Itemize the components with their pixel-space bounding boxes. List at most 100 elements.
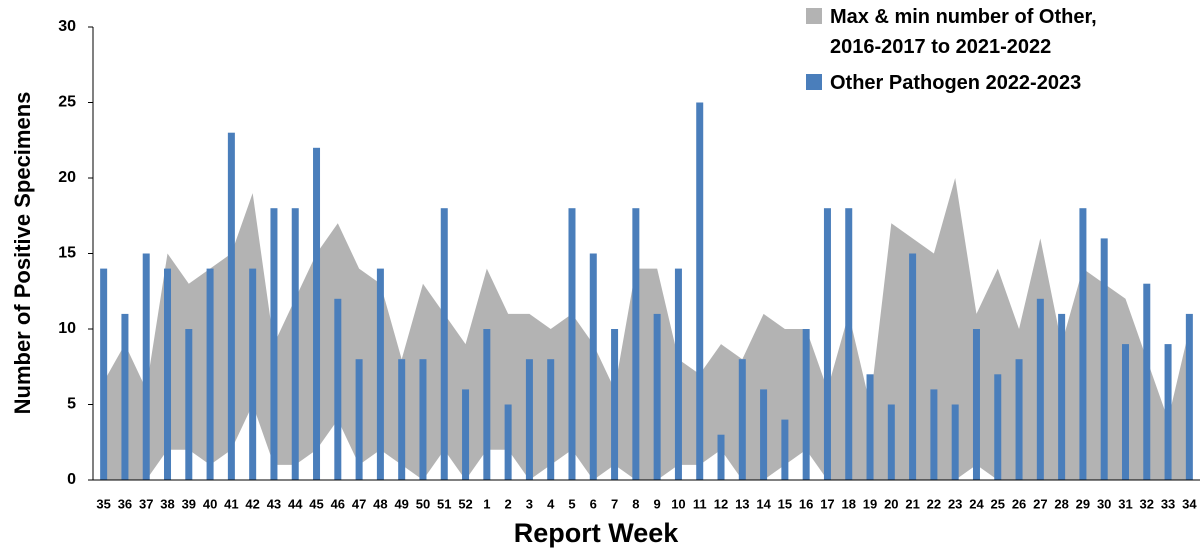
x-tick-label: 4	[547, 496, 555, 511]
bar	[1036, 298, 1044, 480]
y-tick-label: 5	[67, 396, 76, 413]
x-tick-label: 25	[991, 496, 1005, 511]
bar	[802, 329, 810, 480]
x-tick-label: 1	[483, 496, 490, 511]
x-tick-label: 10	[671, 496, 685, 511]
x-tick-label: 26	[1012, 496, 1026, 511]
x-tick-label: 7	[611, 496, 618, 511]
x-tick-label: 9	[654, 496, 661, 511]
y-tick-label: 15	[58, 245, 76, 262]
bar	[504, 404, 512, 480]
y-axis-title: Number of Positive Specimens	[10, 92, 35, 415]
x-tick-label: 31	[1118, 496, 1132, 511]
bar	[440, 208, 448, 480]
legend-label: Max & min number of Other, 2016-2017 to …	[830, 6, 1097, 58]
bar	[653, 313, 661, 480]
x-tick-label: 16	[799, 496, 813, 511]
bar	[823, 208, 831, 480]
x-tick-label: 34	[1182, 496, 1197, 511]
bar	[674, 268, 682, 480]
legend-swatch	[806, 74, 822, 90]
bar	[462, 389, 470, 480]
bar	[696, 102, 704, 480]
bar	[909, 253, 917, 480]
y-tick-label: 30	[58, 18, 76, 35]
x-tick-label: 24	[969, 496, 984, 511]
x-tick-label: 27	[1033, 496, 1047, 511]
y-tick-label: 20	[58, 169, 76, 186]
bar	[866, 374, 874, 480]
x-tick-label: 39	[182, 496, 196, 511]
x-tick-label: 43	[267, 496, 281, 511]
x-tick-label: 23	[948, 496, 962, 511]
x-tick-label: 50	[416, 496, 430, 511]
bar	[1100, 238, 1108, 480]
bar	[930, 389, 938, 480]
bar	[355, 359, 363, 480]
x-tick-label: 52	[458, 496, 472, 511]
x-tick-label: 15	[778, 496, 792, 511]
bar	[994, 374, 1002, 480]
x-tick-label: 33	[1161, 496, 1175, 511]
x-axis-title: Report Week	[514, 518, 680, 548]
x-tick-label: 2	[505, 496, 512, 511]
legend-swatch	[806, 8, 822, 24]
x-tick-label: 49	[394, 496, 408, 511]
bar	[1185, 313, 1193, 480]
legend-entry: Max & min number of Other, 2016-2017 to …	[806, 2, 1126, 62]
y-tick-label: 10	[58, 320, 76, 337]
x-tick-label: 42	[245, 496, 259, 511]
bar	[547, 359, 555, 480]
x-tick-label: 17	[820, 496, 834, 511]
bar	[185, 329, 193, 480]
x-tick-label: 28	[1054, 496, 1068, 511]
x-tick-label: 18	[842, 496, 856, 511]
x-tick-label: 41	[224, 496, 238, 511]
bar	[717, 434, 725, 480]
bar	[1143, 283, 1151, 480]
x-tick-label: 21	[905, 496, 919, 511]
legend-entry: Other Pathogen 2022-2023	[806, 68, 1126, 98]
bar	[398, 359, 406, 480]
bar	[887, 404, 895, 480]
x-tick-label: 3	[526, 496, 533, 511]
bar	[419, 359, 427, 480]
bar	[1015, 359, 1023, 480]
bar	[100, 268, 108, 480]
x-tick-label: 5	[568, 496, 575, 511]
legend: Max & min number of Other, 2016-2017 to …	[806, 2, 1126, 104]
bar	[568, 208, 576, 480]
x-tick-label: 36	[118, 496, 132, 511]
bar	[334, 298, 342, 480]
legend-label: Other Pathogen 2022-2023	[830, 72, 1082, 94]
bar	[249, 268, 257, 480]
x-tick-label: 13	[735, 496, 749, 511]
bar	[313, 147, 321, 481]
bar	[291, 208, 299, 480]
bar	[1121, 344, 1129, 480]
bar	[589, 253, 597, 480]
range-band	[103, 178, 1190, 480]
bar	[142, 253, 150, 480]
x-tick-label: 6	[590, 496, 597, 511]
bar	[781, 419, 789, 480]
x-tick-label: 19	[863, 496, 877, 511]
x-tick-label: 11	[693, 496, 707, 511]
x-tick-label: 30	[1097, 496, 1111, 511]
y-tick-label: 25	[58, 94, 76, 111]
x-tick-label: 47	[352, 496, 366, 511]
bar	[972, 329, 980, 480]
x-tick-label: 12	[714, 496, 728, 511]
bar	[1058, 313, 1066, 480]
x-tick-label: 40	[203, 496, 217, 511]
x-tick-label: 45	[309, 496, 323, 511]
x-tick-label: 44	[288, 496, 303, 511]
bar	[760, 389, 768, 480]
bar	[270, 208, 278, 480]
bar	[845, 208, 853, 480]
x-tick-label: 20	[884, 496, 898, 511]
bar	[1164, 344, 1172, 480]
x-tick-label: 35	[96, 496, 110, 511]
